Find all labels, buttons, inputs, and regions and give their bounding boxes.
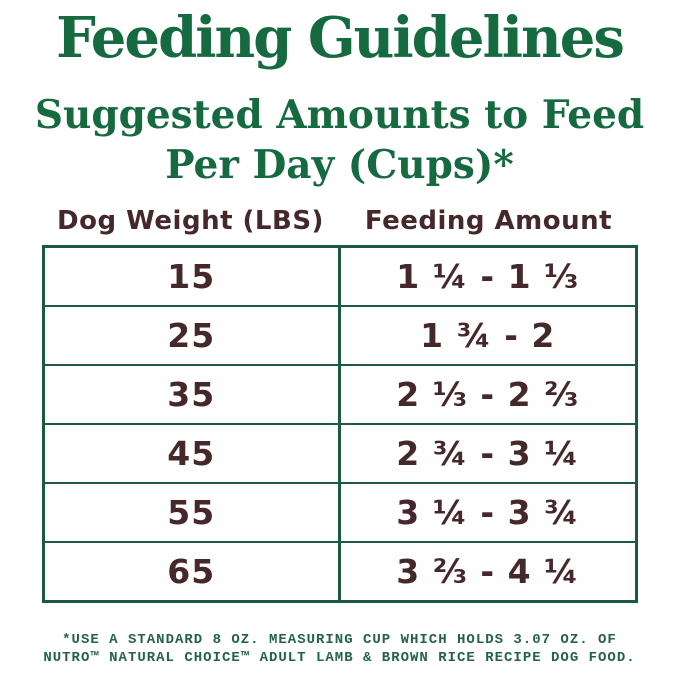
weight-cell: 35 <box>45 366 341 423</box>
table-row: 15 1 ¼ - 1 ⅓ <box>45 248 635 305</box>
subtitle: Suggested Amounts to Feed Per Day (Cups)… <box>0 90 679 190</box>
weight-cell: 45 <box>45 425 341 482</box>
amount-cell: 2 ¾ - 3 ¼ <box>396 434 580 473</box>
subtitle-line-1: Suggested Amounts to Feed <box>34 92 645 138</box>
weight-cell: 65 <box>45 543 341 600</box>
weight-cell: 55 <box>45 484 341 541</box>
weight-cell: 25 <box>45 307 341 364</box>
footnote-line-1: *USE A STANDARD 8 OZ. MEASURING CUP WHIC… <box>62 632 617 648</box>
weight-cell: 15 <box>45 248 341 305</box>
subtitle-line-2: Per Day (Cups)* <box>165 142 514 188</box>
table-column-headers: Dog Weight (LBS) Feeding Amount <box>42 204 638 238</box>
column-header-feeding-amount: Feeding Amount <box>364 206 613 236</box>
table-row: 55 3 ¼ - 3 ¾ <box>44 482 635 541</box>
table-row: 45 2 ¾ - 3 ¼ <box>44 423 635 482</box>
table-row: 35 2 ⅓ - 2 ⅔ <box>44 364 635 423</box>
page-title: Feeding Guidelines <box>56 5 625 71</box>
footnote: *USE A STANDARD 8 OZ. MEASURING CUP WHIC… <box>0 631 679 667</box>
amount-cell: 3 ⅔ - 4 ¼ <box>396 552 580 591</box>
table-row: 65 3 ⅔ - 4 ¼ <box>44 541 635 600</box>
amount-cell: 1 ¼ - 1 ⅓ <box>396 257 580 296</box>
feeding-guidelines-table: 15 1 ¼ - 1 ⅓ 25 1 ¾ - 2 35 2 ⅓ - 2 ⅔ 45 … <box>41 245 638 603</box>
amount-cell: 3 ¼ - 3 ¾ <box>396 493 580 532</box>
amount-cell: 2 ⅓ - 2 ⅔ <box>396 375 580 414</box>
amount-cell: 1 ¾ - 2 <box>420 316 556 355</box>
column-header-dog-weight: Dog Weight (LBS) <box>57 206 324 236</box>
table-row: 25 1 ¾ - 2 <box>44 305 635 364</box>
footnote-line-2: NUTRO™ NATURAL CHOICE™ ADULT LAMB & BROW… <box>43 650 636 666</box>
